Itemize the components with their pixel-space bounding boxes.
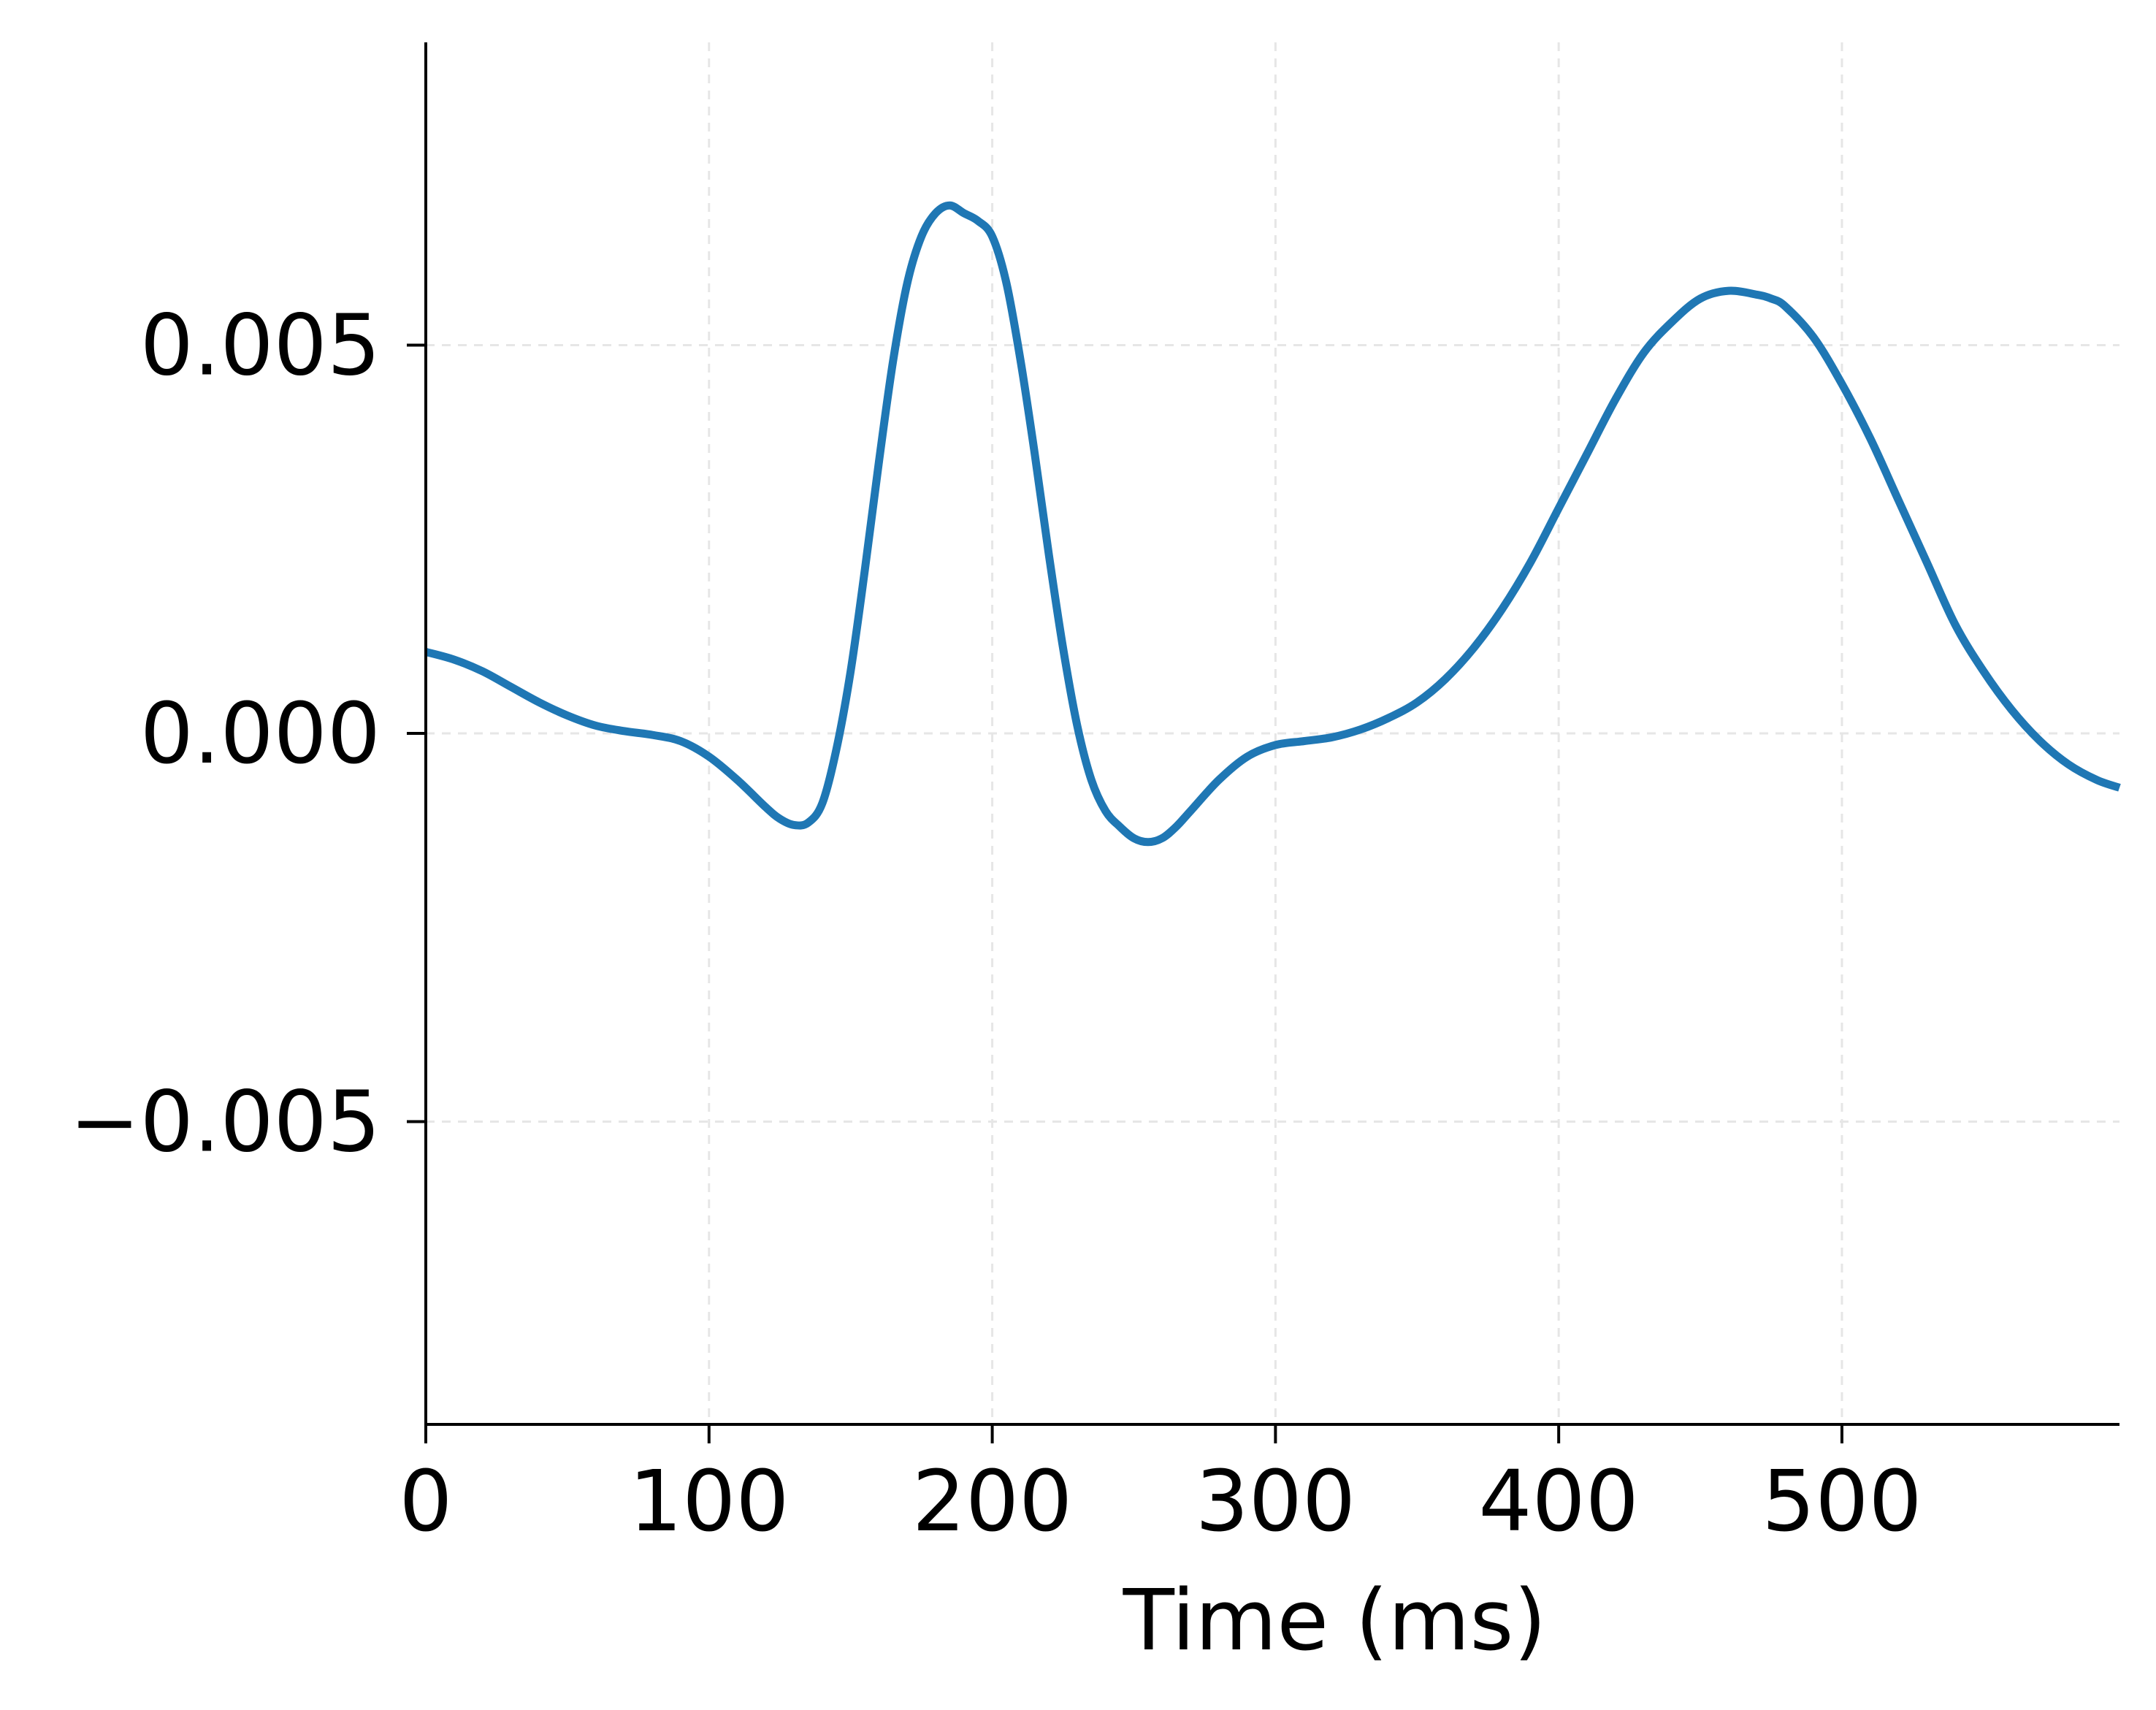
- grid: [424, 42, 2119, 1424]
- y-tick-label: 0.005: [140, 297, 381, 395]
- x-tick-label: 300: [1196, 1453, 1356, 1551]
- y-tick-label: −0.005: [69, 1073, 381, 1171]
- x-tick-label: 100: [629, 1453, 790, 1551]
- x-axis-label: Time (ms): [1123, 1572, 1547, 1670]
- x-tick-label: 500: [1762, 1453, 1922, 1551]
- x-tick-label: 0: [399, 1453, 452, 1551]
- series-line-0: [424, 201, 2121, 847]
- y-axis-ticks: −0.005 0.000 0.005: [69, 297, 426, 1171]
- x-tick-label: 400: [1478, 1453, 1639, 1551]
- y-tick-label: 0.000: [140, 685, 381, 783]
- series-layer: [424, 201, 2121, 847]
- x-axis-ticks: 0 100 200 300 400 500: [399, 1424, 1922, 1551]
- axes: [424, 42, 2119, 1426]
- x-tick-label: 200: [912, 1453, 1073, 1551]
